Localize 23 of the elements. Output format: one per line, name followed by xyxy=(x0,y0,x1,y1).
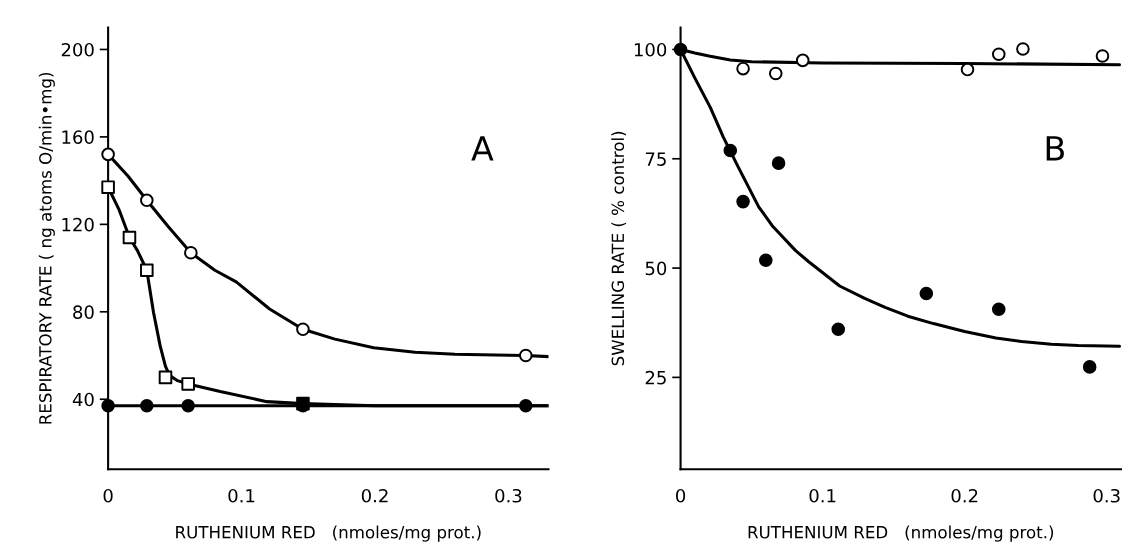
x-tick-label: 0.2 xyxy=(361,488,388,503)
y-tick-label: 120 xyxy=(62,217,94,232)
annotation: B xyxy=(1046,136,1064,161)
y-tick-label: 100 xyxy=(634,42,667,57)
y-tick-label: 40 xyxy=(72,392,94,407)
x-axis-title: RUTHENIUM RED (nmoles/mg prot.) xyxy=(176,525,481,542)
y-axis-title: SWELLING RATE ( % control) xyxy=(611,131,627,366)
y-axis-title: RESPIRATORY RATE ( ng atoms O/min•mg) xyxy=(38,72,55,424)
annotation: A xyxy=(471,136,494,161)
y-tick-label: 25 xyxy=(645,370,666,385)
x-tick-label: 0.3 xyxy=(495,488,522,503)
x-tick-label: 0.1 xyxy=(228,488,255,503)
y-tick-label: 50 xyxy=(645,261,667,276)
y-tick-label: 80 xyxy=(73,305,94,319)
x-tick-label: 0.3 xyxy=(1093,488,1120,503)
x-tick-label: 0.2 xyxy=(951,488,978,503)
x-tick-label: 0 xyxy=(103,488,113,503)
x-axis-title: RUTHENIUM RED (nmoles/mg prot.) xyxy=(748,525,1054,542)
y-tick-label: 200 xyxy=(61,42,94,57)
x-tick-label: 0 xyxy=(676,488,686,503)
y-tick-label: 160 xyxy=(62,130,94,145)
y-tick-label: 75 xyxy=(645,152,666,166)
x-tick-label: 0.1 xyxy=(809,488,836,503)
